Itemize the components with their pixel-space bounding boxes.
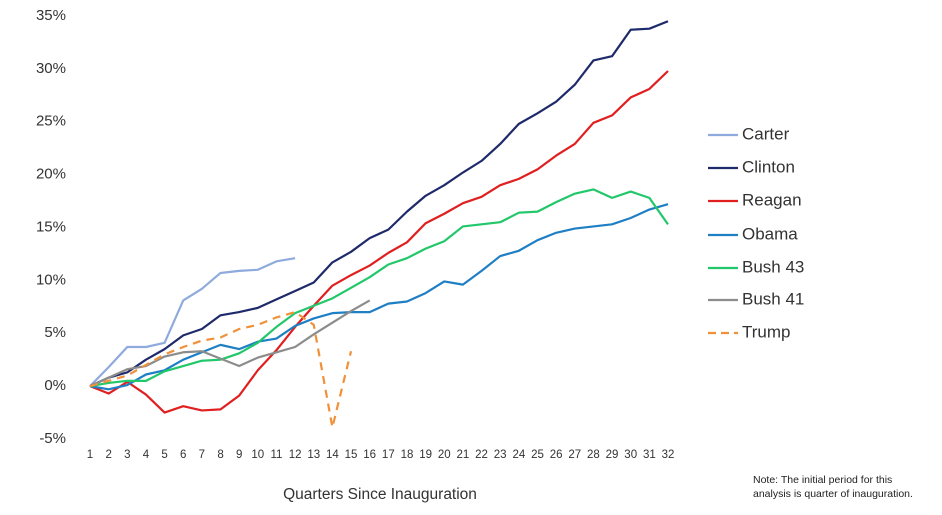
x-tick-label: 12: [289, 449, 302, 461]
series-line: [89, 188, 669, 388]
x-tick-label: 1: [87, 449, 93, 461]
x-tick-label: 9: [236, 449, 242, 461]
legend-label: Reagan: [742, 190, 802, 209]
series-line: [89, 203, 669, 391]
x-tick-label: 8: [217, 449, 223, 461]
y-tick-label: 15%: [36, 218, 66, 235]
x-tick-label: 22: [475, 449, 488, 461]
x-tick-label: 25: [531, 449, 544, 461]
legend-label: Clinton: [742, 157, 795, 176]
y-tick-label: 20%: [36, 166, 66, 183]
x-tick-label: 27: [568, 449, 581, 461]
y-tick-label: 35%: [36, 7, 66, 24]
x-tick-label: 30: [624, 449, 637, 461]
legend-label: Obama: [742, 224, 798, 243]
x-axis-label: Quarters Since Inauguration: [283, 486, 477, 503]
y-tick-label: 10%: [36, 271, 66, 288]
x-tick-label: 17: [382, 449, 395, 461]
x-tick-label: 29: [606, 449, 619, 461]
x-tick-label: 5: [161, 449, 167, 461]
series-line: [89, 70, 669, 414]
legend-label: Trump: [742, 322, 791, 341]
x-tick-label: 26: [550, 449, 563, 461]
x-tick-label: 20: [438, 449, 451, 461]
series-line: [89, 257, 296, 387]
legend-label: Bush 43: [742, 257, 804, 276]
note-line: analysis is quarter of inauguration.: [753, 488, 913, 500]
x-tick-label: 21: [457, 449, 470, 461]
x-tick-label: 10: [251, 449, 264, 461]
x-tick-label: 15: [345, 449, 358, 461]
y-tick-label: -5%: [39, 430, 66, 447]
x-tick-label: 3: [124, 449, 130, 461]
x-tick-label: 18: [401, 449, 414, 461]
y-tick-label: 5%: [44, 324, 66, 341]
x-tick-label: 6: [180, 449, 186, 461]
note-line: Note: The initial period for this: [753, 474, 892, 486]
x-tick-label: 7: [199, 449, 205, 461]
series-line: [89, 20, 669, 388]
x-tick-label: 23: [494, 449, 507, 461]
series-line: [89, 311, 353, 429]
y-tick-label: 0%: [44, 377, 66, 394]
x-tick-label: 13: [307, 449, 320, 461]
x-tick-label: 4: [143, 449, 150, 461]
x-tick-label: 14: [326, 449, 339, 461]
x-tick-label: 16: [363, 449, 376, 461]
x-tick-label: 32: [662, 449, 675, 461]
x-tick-label: 19: [419, 449, 432, 461]
x-tick-label: 2: [105, 449, 111, 461]
x-tick-label: 28: [587, 449, 600, 461]
x-tick-label: 11: [270, 449, 282, 461]
legend-label: Carter: [742, 124, 790, 143]
x-tick-label: 24: [512, 449, 525, 461]
y-tick-label: 30%: [36, 60, 66, 77]
series-line: [89, 299, 371, 388]
legend-label: Bush 41: [742, 289, 804, 308]
y-tick-label: 25%: [36, 113, 66, 130]
x-tick-label: 31: [643, 449, 656, 461]
